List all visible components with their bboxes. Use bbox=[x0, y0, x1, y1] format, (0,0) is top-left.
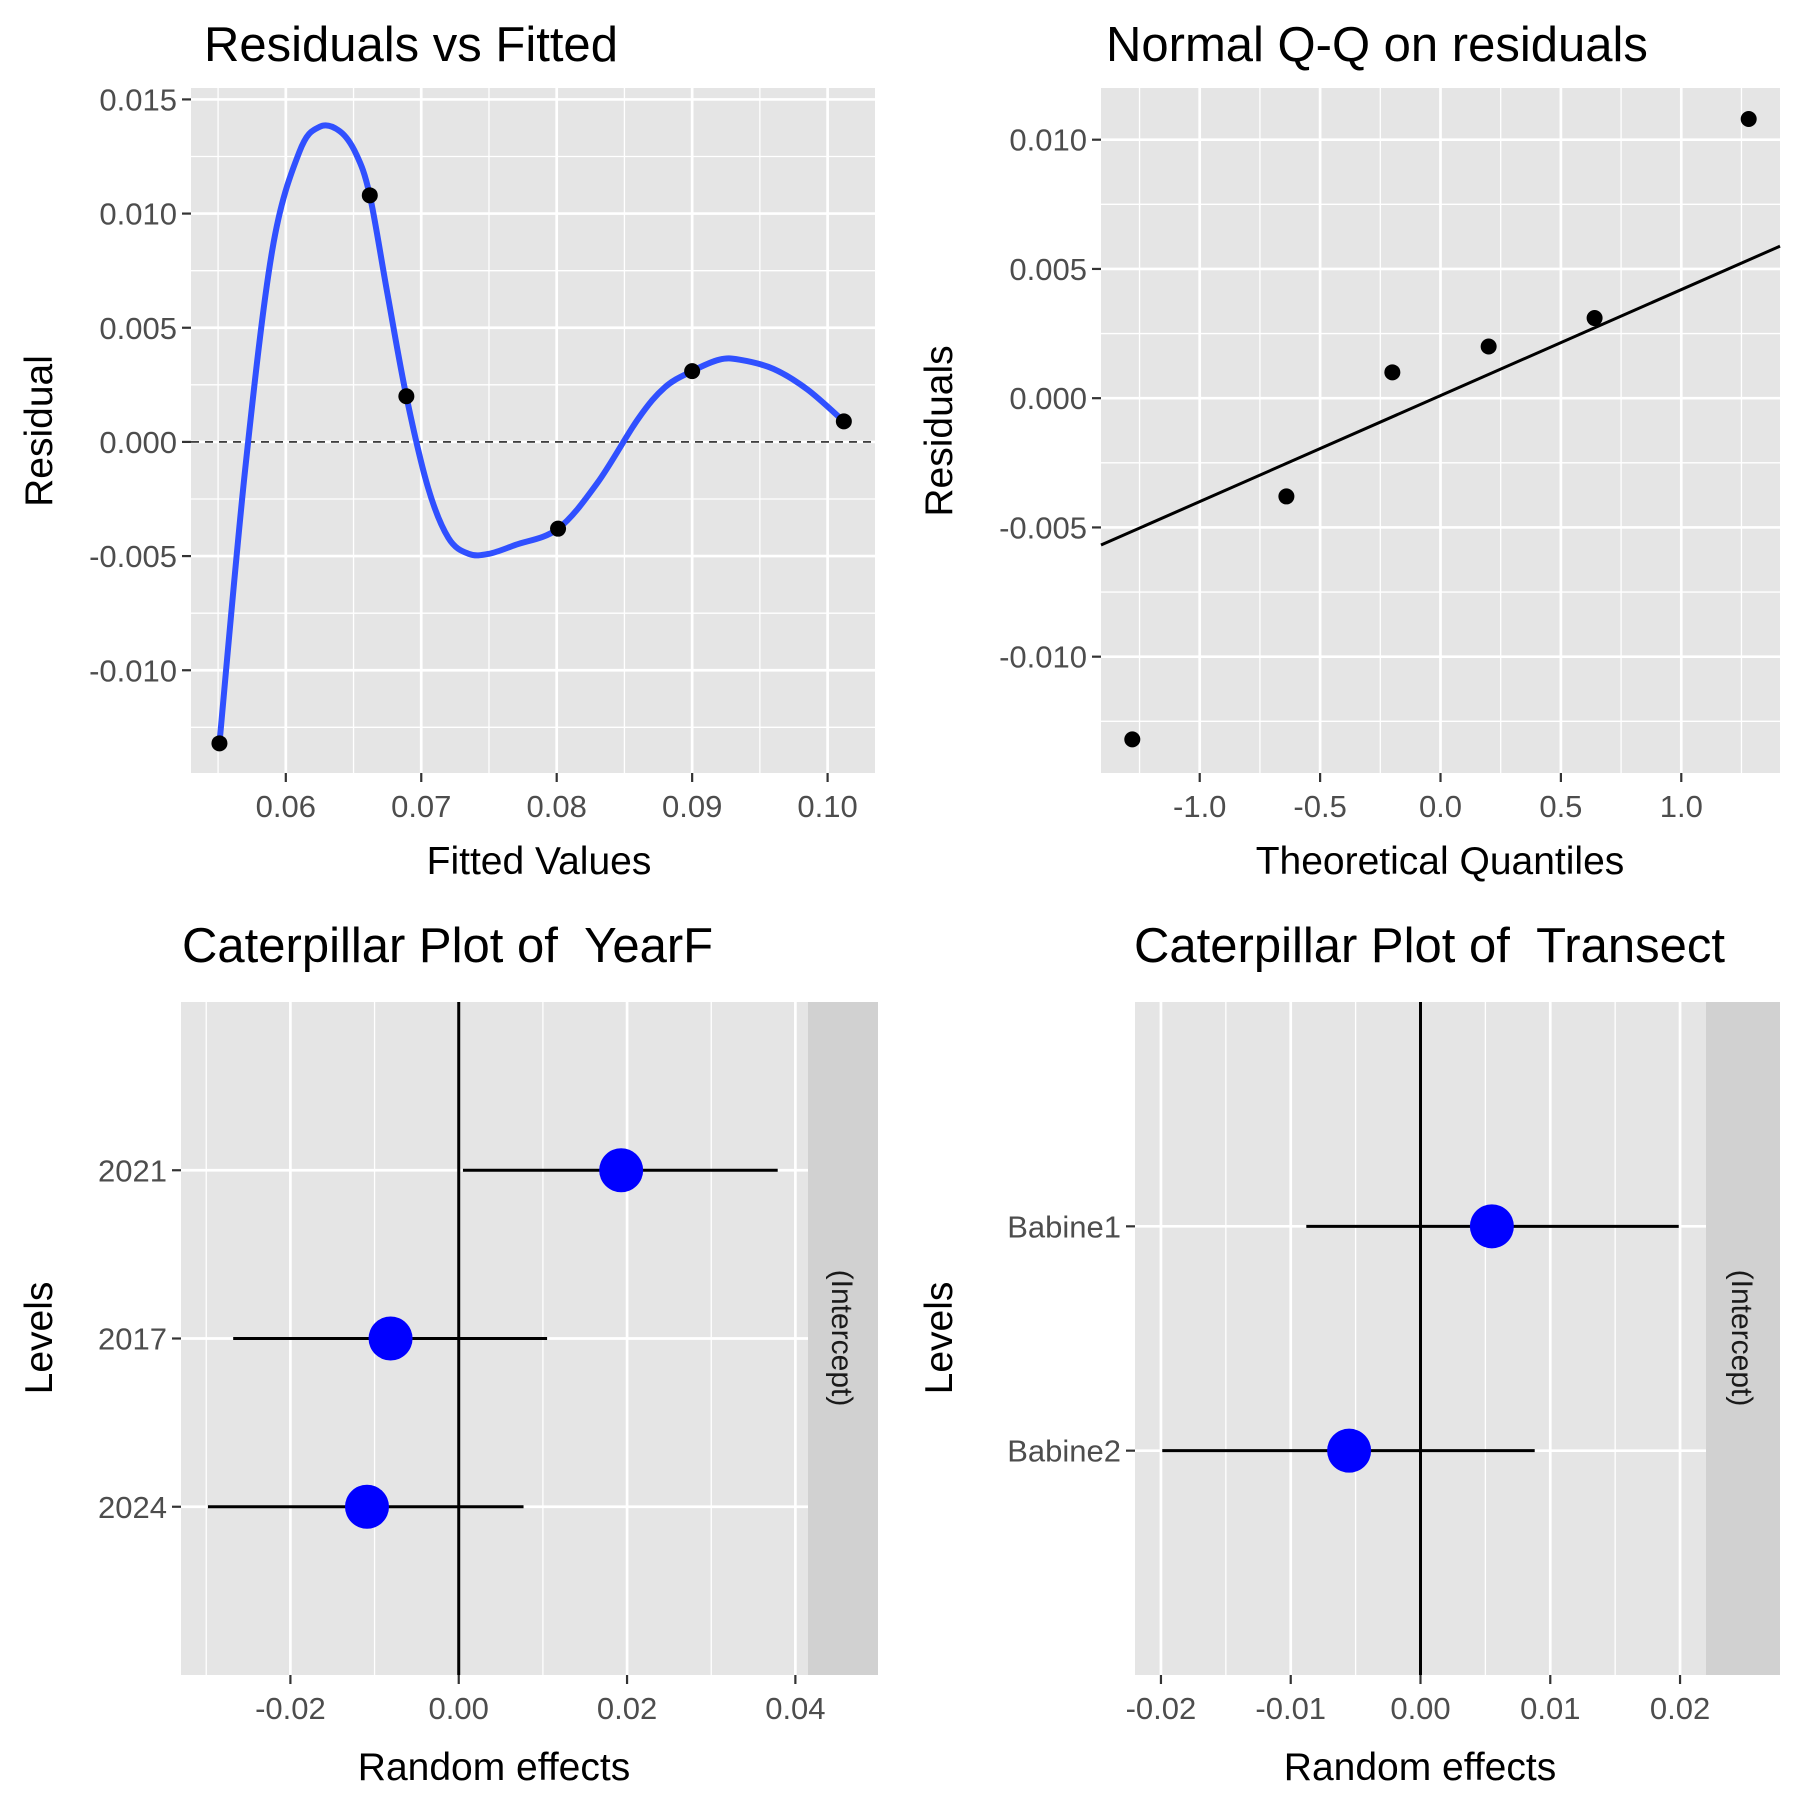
y-tick-label: 0.000 bbox=[99, 425, 177, 460]
level-label: Babine1 bbox=[1007, 1209, 1121, 1244]
chart-title: Caterpillar Plot of YearF bbox=[182, 919, 713, 973]
x-tick-label: -0.5 bbox=[1293, 789, 1346, 824]
chart-title: Residuals vs Fitted bbox=[204, 18, 618, 72]
facet-strip bbox=[808, 1002, 878, 1675]
estimate-point bbox=[1327, 1428, 1372, 1473]
data-point bbox=[398, 388, 415, 405]
x-axis-title: Fitted Values bbox=[427, 840, 652, 883]
data-point bbox=[1586, 310, 1603, 327]
data-point bbox=[361, 187, 378, 204]
qq-reference-line bbox=[1100, 244, 1781, 547]
estimate-point bbox=[344, 1484, 389, 1529]
level-label: 2017 bbox=[98, 1322, 167, 1357]
x-tick-label: 0.02 bbox=[1650, 1691, 1710, 1726]
x-axis-title: Random effects bbox=[1284, 1746, 1556, 1789]
level-label: Babine2 bbox=[1007, 1434, 1121, 1469]
x-tick-label: 0.01 bbox=[1520, 1691, 1580, 1726]
x-tick-label: 0.00 bbox=[429, 1691, 489, 1726]
x-tick-label: 0.5 bbox=[1539, 789, 1582, 824]
x-tick-label: 0.07 bbox=[391, 789, 451, 824]
data-point bbox=[1384, 364, 1401, 381]
panel-background bbox=[191, 88, 875, 773]
x-tick-label: -0.02 bbox=[1126, 1691, 1197, 1726]
grid bbox=[1101, 88, 1780, 773]
estimate-point bbox=[1469, 1204, 1514, 1249]
axes: -1.0 -0.5 0.0 0.5 1.0 -0.010 -0.005 0.000 0.005 0… bbox=[999, 123, 1703, 824]
marks bbox=[1100, 111, 1781, 748]
y-tick-label: 0.015 bbox=[99, 82, 177, 117]
axes: -0.02 -0.01 0.00 0.01 0.02 Babine2 Babine1 bbox=[1007, 1209, 1710, 1726]
chart-title: Caterpillar Plot of Transect bbox=[1134, 919, 1725, 973]
x-tick-label: 0.00 bbox=[1390, 1691, 1450, 1726]
x-tick-label: 0.08 bbox=[527, 789, 587, 824]
y-axis-title: Levels bbox=[918, 1282, 961, 1395]
x-tick-label: -0.02 bbox=[255, 1691, 326, 1726]
facet-strip-label: (Intercept) bbox=[825, 1270, 858, 1407]
loess-smooth-line bbox=[216, 122, 847, 747]
y-tick-label: -0.010 bbox=[89, 653, 177, 688]
y-tick-label: -0.005 bbox=[999, 510, 1087, 545]
y-tick-label: 0.005 bbox=[99, 311, 177, 346]
y-tick-label: 0.010 bbox=[99, 197, 177, 232]
facet-strip bbox=[1706, 1002, 1780, 1675]
x-tick-label: 0.0 bbox=[1419, 789, 1462, 824]
caterpillar-transect-panel: (Intercept) -0.02 -0.01 0.00 0.01 0.02 Babine… bbox=[918, 919, 1780, 1789]
marks bbox=[191, 122, 875, 752]
y-axis-title: Residuals bbox=[918, 345, 961, 516]
normal-qq-panel: -1.0 -0.5 0.0 0.5 1.0 -0.010 -0.005 0.000 0.005 0… bbox=[918, 18, 1781, 883]
y-tick-label: -0.010 bbox=[999, 640, 1087, 675]
grid bbox=[191, 88, 875, 773]
data-point bbox=[1480, 338, 1497, 355]
estimate-point bbox=[368, 1316, 413, 1361]
y-axis-title: Residual bbox=[18, 355, 61, 507]
caterpillar-yearf-panel: (Intercept) -0.02 0.00 0.02 0.04 2024 2017 202… bbox=[18, 919, 878, 1789]
axes: 0.06 0.07 0.08 0.09 0.10 -0.010 -0.005 0.000 0.0… bbox=[89, 82, 858, 824]
y-tick-label: 0.010 bbox=[1009, 123, 1087, 158]
level-label: 2021 bbox=[98, 1153, 167, 1188]
x-tick-label: 0.10 bbox=[797, 789, 857, 824]
x-axis-title: Theoretical Quantiles bbox=[1256, 840, 1625, 883]
marks bbox=[1162, 1002, 1679, 1675]
x-axis-title: Random effects bbox=[358, 1746, 630, 1789]
y-tick-label: -0.005 bbox=[89, 539, 177, 574]
x-tick-label: -0.01 bbox=[1255, 1691, 1326, 1726]
x-tick-label: 0.02 bbox=[597, 1691, 657, 1726]
level-label: 2024 bbox=[98, 1490, 167, 1525]
x-tick-label: 0.09 bbox=[662, 789, 722, 824]
data-point bbox=[684, 363, 701, 380]
residuals-vs-fitted-panel: 0.06 0.07 0.08 0.09 0.10 -0.010 -0.005 0.000 0.0… bbox=[18, 18, 875, 883]
data-point bbox=[550, 520, 567, 537]
x-tick-label: 0.06 bbox=[256, 789, 316, 824]
x-tick-label: -1.0 bbox=[1173, 789, 1226, 824]
y-tick-label: 0.000 bbox=[1009, 381, 1087, 416]
data-point bbox=[211, 735, 228, 752]
y-axis-title: Levels bbox=[18, 1282, 61, 1395]
x-tick-label: 0.04 bbox=[765, 1691, 825, 1726]
facet-strip-label: (Intercept) bbox=[1725, 1270, 1758, 1407]
chart-title: Normal Q-Q on residuals bbox=[1106, 18, 1648, 72]
data-point bbox=[1278, 488, 1295, 505]
y-tick-label: 0.005 bbox=[1009, 252, 1087, 287]
data-point bbox=[1124, 731, 1141, 748]
axes: -0.02 0.00 0.02 0.04 2024 2017 2021 bbox=[98, 1153, 826, 1726]
data-point bbox=[1740, 111, 1757, 128]
marks bbox=[207, 1002, 778, 1675]
estimate-point bbox=[599, 1148, 644, 1193]
data-point bbox=[835, 413, 852, 430]
x-tick-label: 1.0 bbox=[1660, 789, 1703, 824]
